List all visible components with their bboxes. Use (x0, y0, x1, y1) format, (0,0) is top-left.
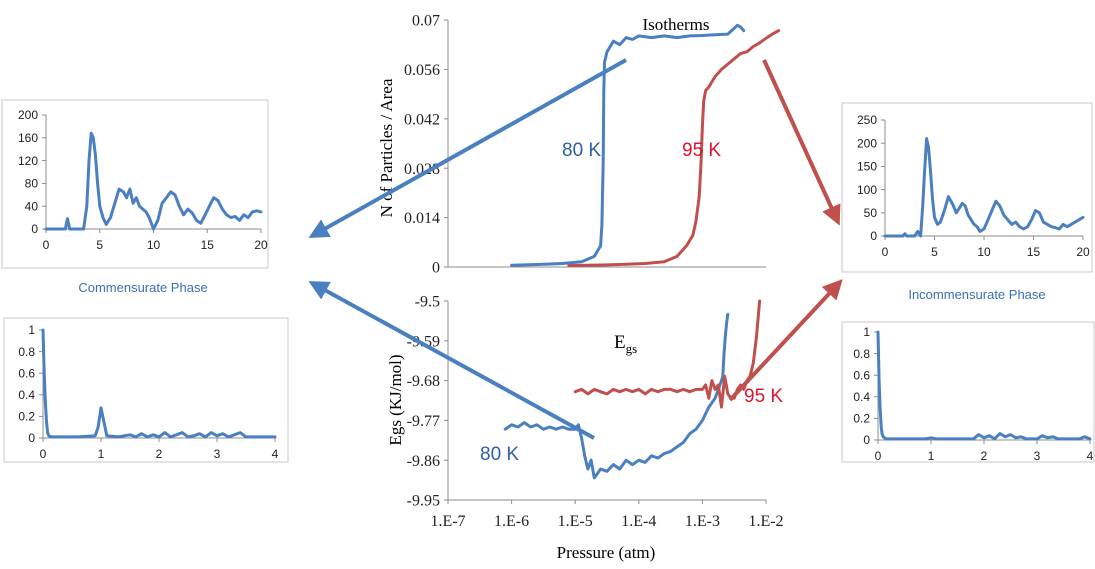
commensurate-rdf-y-tick-label: 0 (31, 222, 38, 236)
isotherms-series-95k (567, 29, 781, 268)
egs-y-tick-label: -9.5 (415, 294, 440, 311)
isotherms-chart: 0 0.014 0.028 0.042 0.056 0.07 (404, 13, 781, 277)
incommensurate-sf-y-tick-label: 0.2 (853, 412, 870, 426)
incommensurate-rdf-y-tick-label: 0 (870, 229, 877, 243)
isotherms-y-label: N of Particles / Area (377, 78, 396, 217)
incommensurate-sf-series-line (876, 330, 1092, 441)
incommensurate-rdf-x-tick-label: 20 (1076, 245, 1090, 259)
incommensurate-rdf-y-tick-label: 100 (857, 183, 877, 197)
commensurate-rdf-y-tick-label: 80 (25, 177, 39, 191)
arrow-isotherm-to-incommensurate (762, 59, 841, 226)
incommensurate-rdf-y-tick-label: 50 (864, 206, 878, 220)
egs-title: Egs (614, 332, 637, 356)
isotherms-y-tick-label: 0.042 (404, 111, 440, 128)
egs-y-tick-label: -9.86 (407, 453, 440, 470)
incommensurate-sf-x-tick-label: 4 (1087, 449, 1094, 463)
commensurate-phase-caption: Commensurate Phase (78, 280, 207, 295)
incommensurate-rdf-y-tick-label: 250 (857, 113, 877, 127)
commensurate-sf-y-tick-label: 0.8 (18, 345, 35, 359)
egs-95k-label: 95 K (744, 386, 783, 407)
commensurate-sf-y-tick-label: 0.4 (18, 388, 35, 402)
commensurate-sf-y-tick-label: 0 (28, 431, 35, 445)
incommensurate-sf-y-tick-label: 0.6 (853, 368, 870, 382)
incommensurate-rdf-x-tick-label: 10 (977, 245, 991, 259)
incommensurate-rdf-x-tick-label: 5 (931, 245, 938, 259)
commensurate-rdf-chart: 0 40 80 120 160 200 0 5 10 15 20 (1, 99, 269, 269)
incommensurate-rdf-series-line (883, 137, 1085, 238)
commensurate-rdf-x-tick-label: 10 (147, 238, 161, 252)
egs-x-tick-label: 1.E-5 (558, 513, 593, 530)
arrow-egs-to-incommensurate (728, 279, 843, 402)
egs-series-80k (503, 312, 730, 480)
egs-x-tick-label: 1.E-4 (621, 513, 656, 530)
incommensurate-sf-x-tick-label: 2 (981, 449, 988, 463)
incommensurate-sf-x-tick-label: 0 (875, 449, 882, 463)
commensurate-sf-x-tick-label: 0 (40, 447, 47, 461)
commensurate-sf-x-tick-label: 1 (98, 447, 105, 461)
commensurate-sf-x-tick-label: 4 (272, 447, 279, 461)
incommensurate-phase-caption: Incommensurate Phase (908, 287, 1045, 302)
commensurate-rdf-y-tick-label: 40 (25, 199, 39, 213)
pressure-x-label: Pressure (atm) (557, 543, 656, 562)
commensurate-rdf-x-tick-label: 5 (96, 238, 103, 252)
incommensurate-rdf-chart: 0 50 100 150 200 250 0 5 10 15 20 (841, 102, 1093, 273)
egs-x-tick-label: 1.E-7 (430, 513, 465, 530)
commensurate-sf-x-tick-label: 3 (214, 447, 221, 461)
commensurate-rdf-y-tick-label: 120 (18, 154, 38, 168)
commensurate-rdf-x-tick-label: 0 (43, 238, 50, 252)
isotherms-y-tick-label: 0.028 (404, 161, 440, 178)
commensurate-sf-series-line (41, 328, 277, 439)
egs-x-tick-label: 1.E-2 (748, 513, 783, 530)
incommensurate-sf-x-tick-label: 1 (928, 449, 935, 463)
egs-y-tick-label: -9.68 (407, 373, 440, 390)
incommensurate-rdf-frame (841, 102, 1093, 273)
incommensurate-rdf-y-tick-label: 200 (857, 136, 877, 150)
incommensurate-sf-x-tick-label: 3 (1034, 449, 1041, 463)
isotherm-95k-label: 95 K (682, 140, 721, 161)
incommensurate-sf-y-tick-label: 1 (863, 325, 870, 339)
commensurate-sf-y-tick-label: 0.6 (18, 366, 35, 380)
incommensurate-sf-y-tick-label: 0.4 (853, 390, 870, 404)
incommensurate-rdf-x-tick-label: 0 (882, 245, 889, 259)
commensurate-sf-y-tick-label: 1 (28, 323, 35, 337)
commensurate-rdf-y-tick-label: 200 (18, 108, 38, 122)
commensurate-sf-y-tick-label: 0.2 (18, 410, 35, 424)
arrow-egs-to-commensurate (308, 281, 595, 440)
incommensurate-rdf-x-tick-label: 15 (1027, 245, 1041, 259)
isotherms-title: Isotherms (642, 15, 709, 34)
commensurate-rdf-series-line (44, 131, 263, 231)
egs-y-tick-label: -9.95 (407, 493, 440, 510)
isotherms-y-tick-label: 0 (432, 260, 440, 277)
isotherms-series-80k (510, 23, 746, 267)
incommensurate-sf-y-tick-label: 0 (863, 433, 870, 447)
egs-y-label: Egs (KJ/mol) (386, 354, 405, 445)
egs-80k-label: 80 K (480, 444, 519, 465)
incommensurate-sf-y-tick-label: 0.8 (853, 347, 870, 361)
arrow-isotherm-to-commensurate (308, 58, 627, 238)
egs-series-95k (573, 299, 762, 409)
isotherms-y-tick-label: 0.07 (412, 13, 440, 30)
egs-y-tick-label: -9.77 (407, 413, 440, 430)
isotherms-y-tick-label: 0.056 (404, 62, 440, 79)
isotherms-y-tick-label: 0.014 (404, 210, 440, 227)
commensurate-rdf-y-tick-label: 160 (18, 131, 38, 145)
incommensurate-rdf-y-tick-label: 150 (857, 160, 877, 174)
isotherm-80k-label: 80 K (562, 140, 601, 161)
incommensurate-sf-chart: 0 0.2 0.4 0.6 0.8 1 0 1 2 3 4 (841, 321, 1095, 463)
egs-x-tick-label: 1.E-6 (494, 513, 529, 530)
commensurate-sf-x-tick-label: 2 (156, 447, 163, 461)
commensurate-rdf-x-tick-label: 20 (254, 238, 268, 252)
egs-x-tick-label: 1.E-3 (685, 513, 720, 530)
commensurate-sf-frame (3, 317, 289, 463)
commensurate-rdf-x-tick-label: 15 (201, 238, 215, 252)
commensurate-sf-chart: 0 0.2 0.4 0.6 0.8 1 0 1 2 3 4 (3, 317, 289, 463)
egs-chart: -9.95-9.86-9.77-9.68-9.59-9.51.E-7 1.E-6 1… (407, 294, 784, 530)
